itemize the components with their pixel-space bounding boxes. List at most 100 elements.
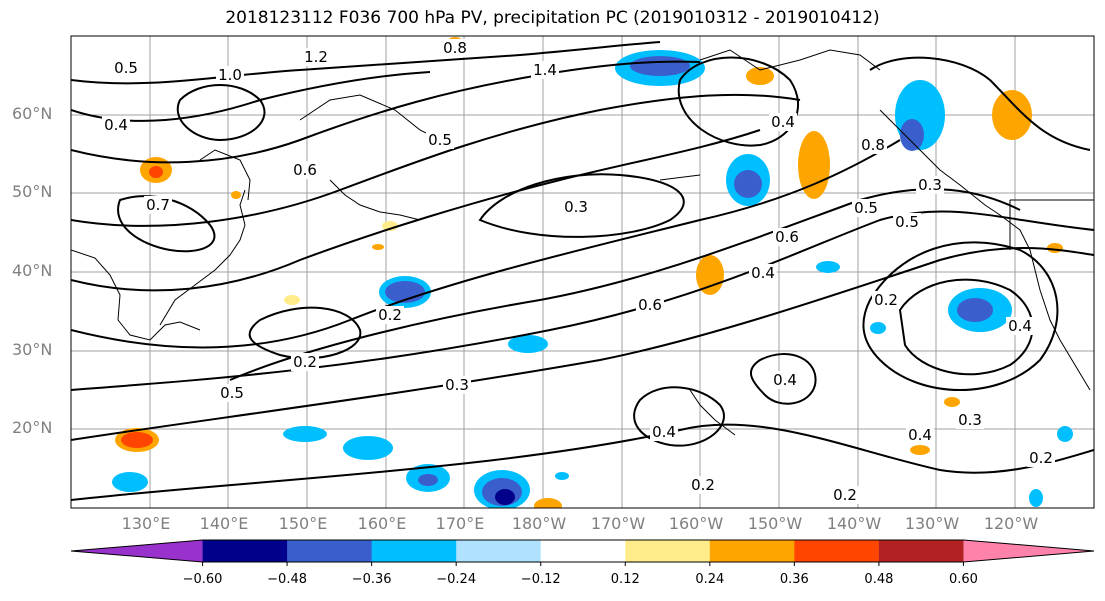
precip-positive-area	[992, 90, 1032, 140]
colorbar-tick-label: −0.24	[436, 572, 477, 587]
coastline-sakhalin	[199, 149, 251, 201]
contour-label: 0.7	[146, 196, 170, 214]
contour-label-bg	[859, 136, 887, 154]
contour-label-bg	[650, 423, 678, 441]
contour-label: 0.4	[1008, 317, 1032, 335]
coastline-japan	[159, 189, 246, 326]
precip-negative-strong	[495, 489, 515, 505]
precip-positive-core	[149, 166, 163, 178]
contour-label-bg	[302, 48, 330, 66]
contour-label-bg	[916, 176, 944, 194]
contour-line	[71, 60, 701, 164]
contour-label-bg	[1027, 449, 1055, 467]
contour-label-bg	[291, 353, 319, 371]
precip-negative-area	[1057, 426, 1073, 442]
contour-label-bg	[218, 384, 246, 402]
contour-label-bg	[893, 213, 921, 231]
contour-line	[750, 353, 817, 405]
contour-label-bg	[112, 59, 140, 77]
contour-label: 0.5	[114, 59, 138, 77]
precip-negative-core	[630, 56, 690, 76]
longitude-label: 180°W	[511, 514, 567, 533]
contour-label-bg	[956, 411, 984, 429]
contour-label-bg	[773, 228, 801, 246]
coastline-kamchatka	[299, 94, 451, 146]
contour-label: 0.2	[378, 306, 402, 324]
precip-positive-area	[1047, 243, 1063, 253]
contour-line	[71, 129, 761, 292]
contour-label: 0.4	[771, 113, 795, 131]
contour-label-bg	[102, 116, 130, 134]
contour-label: 0.2	[874, 291, 898, 309]
contour-label-bg	[872, 291, 900, 309]
colorbar-tick-label: −0.12	[520, 572, 561, 587]
contour-label: 0.3	[445, 376, 469, 394]
precip-positive-area	[534, 498, 562, 508]
colorbar-segment	[794, 540, 880, 562]
precip-positive-area	[910, 445, 930, 455]
precip-negative-core	[900, 119, 924, 151]
colorbar-segment	[456, 540, 542, 562]
island-chain	[659, 174, 701, 181]
contour-label: 1.4	[533, 61, 557, 79]
coastline-aleutians	[329, 179, 421, 221]
contour-line	[71, 423, 1094, 501]
contour-label-bg	[831, 486, 859, 504]
contour-label-bg	[689, 476, 717, 494]
contour-label-bg	[441, 39, 469, 57]
colorbar-segment	[709, 540, 795, 562]
contour-label: 0.6	[293, 161, 317, 179]
precip-positive-area	[944, 397, 960, 407]
longitude-label: 150°E	[278, 514, 328, 533]
latitude-label: 30°N	[12, 340, 53, 359]
colorbar-tick-label: 0.60	[948, 572, 978, 587]
precip-negative-area	[283, 426, 327, 442]
contour-label: 1.0	[218, 66, 242, 84]
contour-label: 0.4	[751, 264, 775, 282]
colorbar-segment	[625, 540, 711, 562]
precip-positive-core	[121, 432, 153, 448]
contour-line	[248, 306, 362, 360]
contour-label-bg	[291, 161, 319, 179]
colorbar-segment	[540, 540, 626, 562]
contour-line	[71, 210, 1094, 391]
contour-label-bg	[376, 306, 404, 324]
longitude-label: 170°E	[435, 514, 485, 533]
contour-label: 0.5	[428, 131, 452, 149]
precip-negative-core	[957, 298, 993, 322]
colorbar-tick-label: 0.24	[695, 572, 725, 587]
contour-label: 0.4	[773, 371, 797, 389]
contour-label-bg	[144, 196, 172, 214]
contour-label: 0.4	[104, 116, 128, 134]
contour-label: 0.5	[854, 199, 878, 217]
hawaii-islands	[689, 389, 736, 436]
contour-label: 0.2	[1029, 449, 1053, 467]
precip-negative-area	[555, 472, 569, 480]
contour-label-bg	[636, 296, 664, 314]
contour-label: 0.5	[220, 384, 244, 402]
colorbar-tick-label: 0.12	[610, 572, 640, 587]
longitude-label: 150°W	[747, 514, 803, 533]
precipitation-shading	[112, 37, 1073, 508]
contour-label-bg	[531, 61, 559, 79]
contour-label: 0.6	[638, 296, 662, 314]
contour-label-bg	[426, 131, 454, 149]
contour-label-bg	[749, 264, 777, 282]
contour-label-bg	[906, 426, 934, 444]
precip-negative-core	[734, 170, 762, 198]
contour-label: 0.3	[564, 198, 588, 216]
longitude-label: 140°E	[199, 514, 249, 533]
longitude-label: 160°E	[357, 514, 407, 533]
colorbar-tick-label: −0.36	[351, 572, 392, 587]
contour-label: 0.6	[775, 228, 799, 246]
contour-label: 0.3	[918, 176, 942, 194]
colorbar-segment	[287, 540, 373, 562]
longitude-label: 130°E	[121, 514, 171, 533]
map-frame	[70, 35, 1095, 509]
contour-line	[71, 247, 1094, 441]
colorbar-extend-high	[963, 540, 1094, 562]
contour-line	[71, 93, 801, 227]
colorbar-segment	[371, 540, 457, 562]
latitude-label: 20°N	[12, 418, 53, 437]
precip-positive-area	[798, 131, 830, 199]
